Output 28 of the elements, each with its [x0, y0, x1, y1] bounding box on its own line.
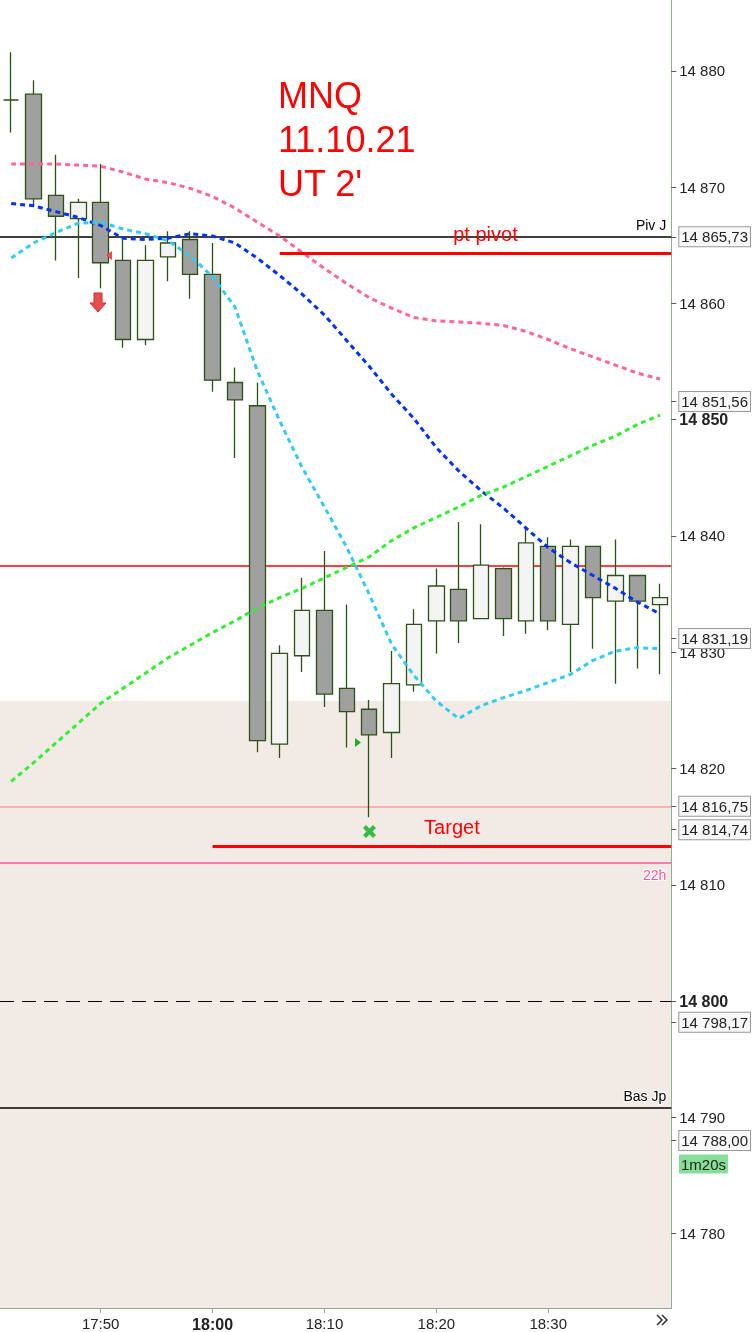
x-tick-label: 17:50 [81, 1315, 120, 1332]
y-tick-label: 14 831,19 [681, 629, 748, 647]
text: MNQ 11.10.21 UT 2' [278, 74, 416, 204]
y-tick-label: 14 860 [679, 294, 726, 312]
ref-line-label: 22h [642, 866, 667, 883]
y-tick-label: 14 870 [679, 178, 726, 196]
x-tick-label: 18:00 [192, 1315, 234, 1332]
text: 1m20s [681, 1155, 727, 1173]
y-tick-label: 14 810 [679, 876, 726, 894]
y-tick-label: 14 816,75 [681, 797, 748, 815]
y-tick-label: 14 788,00 [681, 1132, 748, 1150]
x-tick-label: 18:20 [417, 1315, 456, 1332]
series-label: Target [424, 816, 481, 839]
y-tick-label: 14 851,56 [681, 393, 748, 411]
y-tick-label: 14 865,73 [681, 228, 748, 246]
y-tick-label: 14 820 [679, 760, 726, 778]
y-tick-label: 14 850 [679, 411, 729, 429]
ref-line-label: Bas Jp [623, 1088, 667, 1105]
y-tick-label: 14 814,74 [681, 821, 748, 839]
y-tick-label: 14 798,17 [681, 1013, 748, 1031]
y-tick-label: 14 780 [679, 1225, 726, 1243]
y-tick-label: 14 840 [679, 527, 726, 545]
y-tick-label: 14 790 [679, 1108, 726, 1126]
x-tick-label: 18:30 [529, 1315, 567, 1332]
ref-line-label: Piv J [635, 216, 667, 233]
y-tick-label: 14 800 [679, 992, 729, 1010]
y-tick-label: 14 880 [679, 62, 726, 80]
x-tick-label: 18:10 [305, 1315, 344, 1332]
